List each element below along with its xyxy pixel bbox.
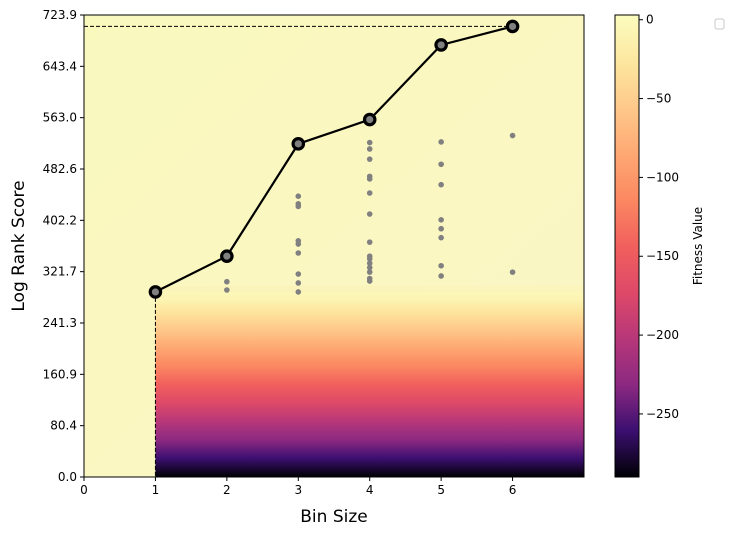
y-tick-label: 0.0 bbox=[58, 470, 77, 484]
colorbar-tick-label: −250 bbox=[646, 407, 679, 421]
x-tick-label: 4 bbox=[366, 483, 374, 497]
colorbar bbox=[614, 14, 640, 478]
y-tick-label: 723.9 bbox=[43, 8, 77, 22]
scatter-point bbox=[438, 234, 444, 241]
fitness-field-gradient bbox=[155, 291, 584, 477]
frontier-point bbox=[291, 137, 306, 151]
x-tick-label: 3 bbox=[294, 483, 302, 497]
scatter-point bbox=[438, 139, 444, 145]
frontier-line bbox=[154, 25, 513, 293]
scatter-point bbox=[295, 203, 302, 210]
scatter-point bbox=[295, 250, 302, 256]
frontier-point bbox=[362, 112, 377, 127]
colorbar-ticks: 0 −50 −100 −150 −200 −250 bbox=[639, 13, 679, 421]
scatter-point bbox=[438, 225, 444, 232]
scatter-point bbox=[366, 146, 373, 152]
colorbar-tick-label: −150 bbox=[646, 249, 679, 263]
scatter-point bbox=[295, 271, 302, 277]
frontier-point bbox=[220, 249, 234, 263]
scatter-point bbox=[438, 273, 444, 279]
y-tick-label: 160.9 bbox=[43, 367, 77, 381]
x-tick-label: 5 bbox=[437, 483, 445, 497]
y-tick-label: 643.4 bbox=[43, 59, 77, 73]
scatter-point bbox=[438, 262, 444, 269]
fitness-field-blend bbox=[155, 285, 584, 298]
scatter-point bbox=[366, 190, 373, 196]
y-axis-title: Log Rank Score bbox=[9, 180, 29, 311]
scatter-point bbox=[366, 269, 373, 275]
y-tick-label: 563.0 bbox=[43, 111, 77, 125]
x-tick-label: 0 bbox=[80, 483, 88, 497]
scatter-point bbox=[295, 280, 302, 286]
scatter-point bbox=[509, 132, 516, 139]
scatter-point bbox=[366, 139, 373, 146]
scatter-point bbox=[438, 181, 444, 188]
frontier-point bbox=[505, 19, 520, 34]
scatter-point bbox=[366, 176, 373, 182]
colorbar-tick-label: −50 bbox=[646, 92, 671, 106]
scatter-point bbox=[509, 269, 516, 275]
scatter-point bbox=[366, 260, 373, 266]
scatter-point bbox=[366, 239, 373, 245]
frontier-markers bbox=[148, 19, 520, 299]
y-tick-label: 80.4 bbox=[50, 419, 77, 433]
y-tick-label: 482.6 bbox=[43, 162, 77, 176]
scatter-point bbox=[438, 217, 444, 223]
scatter-point bbox=[366, 255, 373, 262]
y-axis-ticks: 0.0 80.4 160.9 241.3 321.7 402.2 482.6 563.0 643… bbox=[43, 8, 84, 484]
x-axis-title: Bin Size bbox=[300, 507, 367, 527]
x-axis-ticks: 0 1 2 3 4 5 6 bbox=[80, 477, 516, 497]
scatter-point bbox=[295, 289, 302, 295]
frontier-point bbox=[148, 285, 163, 299]
x-tick-label: 2 bbox=[223, 483, 231, 497]
scatter-point bbox=[366, 156, 373, 162]
colorbar-tick-label: 0 bbox=[646, 13, 654, 27]
scatter-point bbox=[366, 211, 373, 217]
x-tick-label: 1 bbox=[152, 483, 160, 497]
colorbar-title: Fitness Value bbox=[691, 207, 705, 285]
plot-frame bbox=[83, 14, 585, 478]
y-tick-label: 321.7 bbox=[43, 265, 77, 279]
scatter-point bbox=[366, 278, 373, 284]
y-tick-label: 241.3 bbox=[43, 316, 77, 330]
y-tick-label: 402.2 bbox=[43, 213, 77, 227]
scatter-point bbox=[438, 161, 444, 168]
frontier-point bbox=[434, 38, 448, 52]
colorbar-tick-label: −200 bbox=[646, 328, 679, 342]
scatter-point bbox=[224, 287, 230, 293]
scatter-point bbox=[295, 193, 302, 199]
colorbar-tick-label: −100 bbox=[646, 170, 679, 184]
x-tick-label: 6 bbox=[509, 483, 517, 497]
scatter-point bbox=[224, 278, 230, 285]
scatter-point bbox=[295, 241, 302, 247]
scatter-points bbox=[224, 132, 516, 295]
scatter-point bbox=[366, 264, 373, 271]
legend-box bbox=[714, 18, 725, 30]
